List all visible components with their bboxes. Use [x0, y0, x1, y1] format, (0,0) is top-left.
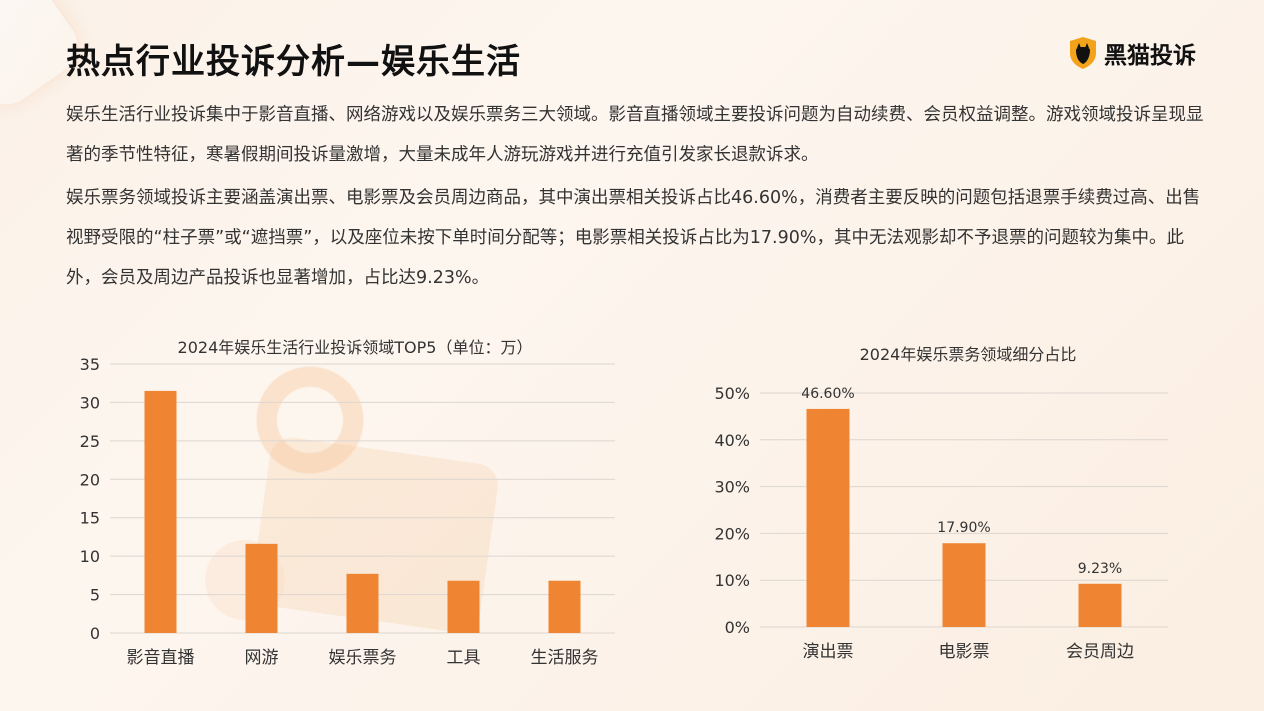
brand-logo: 黑猫投诉 — [1068, 36, 1196, 70]
x-tick-label: 网游 — [245, 648, 279, 668]
x-tick-label: 电影票 — [939, 642, 990, 662]
y-tick-label: 5 — [90, 586, 100, 605]
intro-paragraph: 娱乐生活行业投诉集中于影音直播、网络游戏以及娱乐票务三大领域。影音直播领域主要投… — [66, 105, 1204, 165]
y-tick-label: 20 — [80, 470, 100, 489]
y-tick-label: 30 — [80, 393, 100, 412]
y-tick-label: 35 — [80, 355, 100, 374]
bar — [447, 580, 480, 633]
data-label: 46.60% — [801, 386, 854, 402]
bar — [806, 408, 850, 627]
y-tick-label: 30% — [714, 478, 750, 497]
bar — [942, 543, 986, 627]
y-tick-label: 0% — [725, 618, 750, 637]
y-tick-label: 50% — [714, 384, 750, 403]
y-tick-label: 10% — [714, 571, 750, 590]
y-tick-label: 10 — [80, 547, 100, 566]
page-title: 热点行业投诉分析—娱乐生活 — [66, 42, 521, 82]
bar — [144, 390, 177, 633]
x-tick-label: 工具 — [447, 648, 481, 668]
data-label: 9.23% — [1078, 561, 1122, 577]
chart-title: 2024年娱乐票务领域细分占比 — [860, 345, 1077, 364]
logo-text: 黑猫投诉 — [1104, 43, 1196, 69]
y-tick-label: 0 — [90, 624, 100, 643]
y-tick-label: 15 — [80, 509, 100, 528]
y-tick-label: 20% — [714, 524, 750, 543]
x-tick-label: 生活服务 — [531, 648, 599, 668]
bar — [1078, 583, 1122, 627]
decorative-illustration — [250, 360, 370, 480]
bar — [548, 580, 581, 633]
bar — [245, 543, 278, 633]
data-label: 17.90% — [937, 520, 990, 536]
x-tick-label: 演出票 — [803, 642, 854, 662]
x-tick-label: 会员周边 — [1066, 642, 1134, 662]
black-cat-shield-icon — [1070, 37, 1096, 69]
y-tick-label: 40% — [714, 431, 750, 450]
y-tick-label: 25 — [80, 432, 100, 451]
x-tick-label: 娱乐票务 — [329, 648, 397, 668]
ticketing-paragraph: 娱乐票务领域投诉主要涵盖演出票、电影票及会员周边商品，其中演出票相关投诉占比46… — [66, 188, 1201, 288]
chart-title: 2024年娱乐生活行业投诉领域TOP5（单位：万） — [178, 338, 533, 357]
bar — [346, 573, 379, 633]
x-tick-label: 影音直播 — [127, 648, 195, 668]
